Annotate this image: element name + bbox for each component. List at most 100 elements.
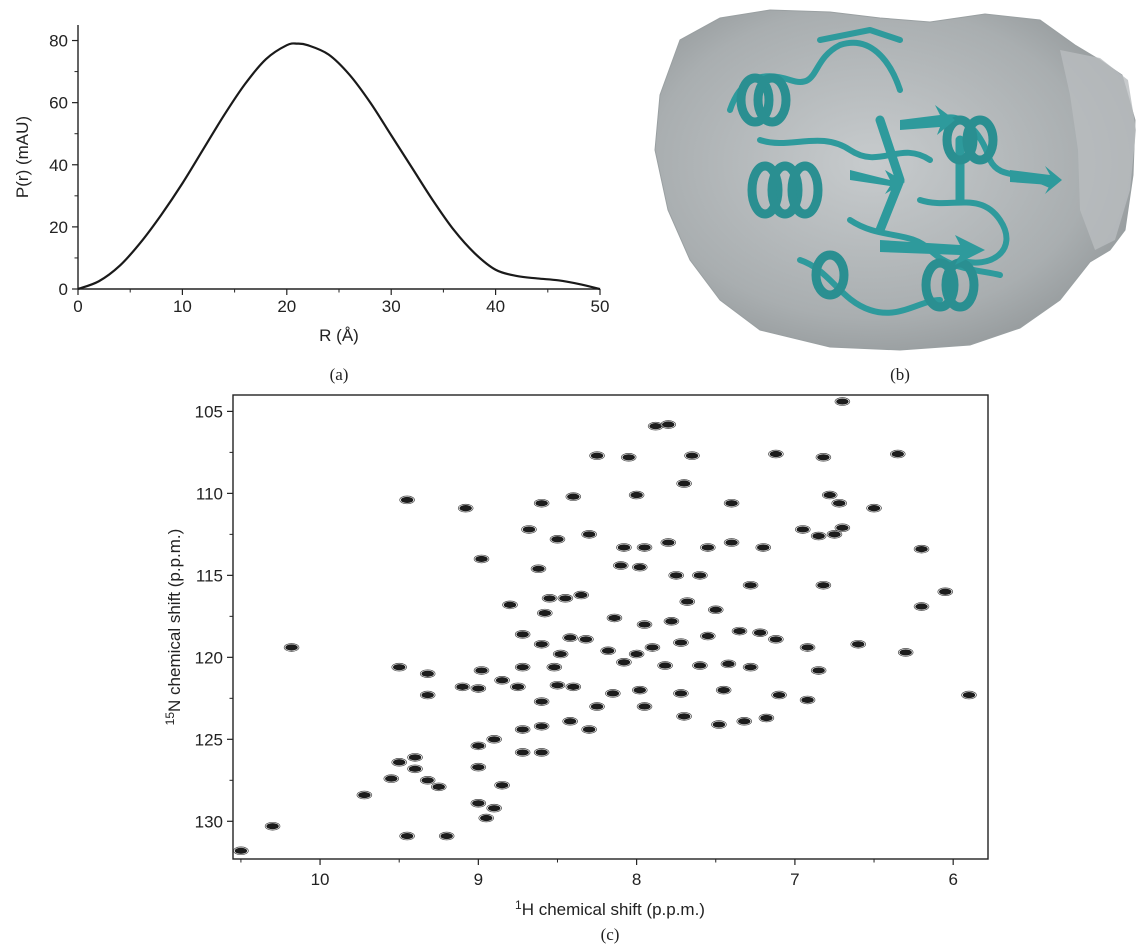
hsqc-peak-core <box>852 641 865 648</box>
hsqc-peak-contour <box>486 735 502 744</box>
hsqc-peak <box>581 725 597 734</box>
hsqc-peak-contour <box>533 498 550 508</box>
hsqc-peak-core <box>575 591 588 599</box>
hsqc-peak-core <box>899 649 912 656</box>
hsqc-peak-core <box>658 662 672 669</box>
hsqc-peak-core <box>614 562 627 569</box>
hsqc-peak <box>700 631 716 641</box>
hsqc-peak <box>711 720 727 729</box>
hsqc-peak-core <box>662 539 675 546</box>
hsqc-peaks <box>233 397 977 856</box>
hsqc-peak-core <box>662 421 675 428</box>
hsqc-peak <box>628 490 645 500</box>
pr-y-tick-label: 40 <box>49 156 68 175</box>
hsqc-peak-core <box>677 480 691 487</box>
hsqc-peak-core <box>962 691 976 699</box>
hsqc-peak-core <box>701 632 715 640</box>
hsqc-peak-core <box>535 500 548 507</box>
hsqc-peak <box>731 626 748 636</box>
hsqc-peak-core <box>516 726 529 733</box>
hsqc-peak-contour <box>283 643 300 652</box>
protein-envelope-image: (b) <box>654 9 1136 384</box>
hsqc-peak <box>679 597 696 606</box>
pr-x-tick-label: 40 <box>486 297 505 316</box>
hsqc-peak-contour <box>470 762 487 772</box>
hsqc-peak <box>600 646 616 656</box>
hsqc-peak-contour <box>676 479 692 488</box>
hsqc-peak-contour <box>742 662 759 672</box>
hsqc-peak-core <box>812 532 825 540</box>
hsqc-peak-core <box>796 526 810 533</box>
hsqc-peak-contour <box>831 498 847 508</box>
hsqc-peak-contour <box>636 702 653 711</box>
hsqc-peak-core <box>459 505 472 512</box>
hsqc-peak-core <box>833 500 846 507</box>
hsqc-peak-contour <box>799 643 816 652</box>
hsqc-peak-contour <box>383 774 400 783</box>
hsqc-peak-core <box>475 667 488 674</box>
hsqc-peak-contour <box>510 682 526 692</box>
hsqc-peak <box>549 680 566 690</box>
hsqc-peak-contour <box>391 662 407 672</box>
hsqc-peak-core <box>693 662 707 669</box>
hsqc-peak-contour <box>742 580 759 590</box>
hsqc-peak <box>557 594 574 603</box>
hsqc-peak-contour <box>810 531 827 541</box>
hsqc-peak-contour <box>752 628 768 637</box>
hsqc-peak-contour <box>616 658 632 667</box>
hsqc-peak-contour <box>470 799 487 808</box>
hsqc-peak-contour <box>606 613 623 623</box>
hsqc-peak <box>562 717 578 726</box>
hsqc-peak-contour <box>715 685 732 695</box>
hsqc-peak <box>660 420 677 429</box>
hsqc-peak <box>533 639 550 649</box>
hsqc-peak <box>533 697 550 706</box>
hsqc-peak <box>897 648 914 657</box>
hsqc-peak-core <box>744 582 757 589</box>
hsqc-peak <box>632 562 648 572</box>
hsqc-peak-core <box>601 647 615 654</box>
hsqc-peak <box>470 799 487 808</box>
hsqc-peak <box>657 661 673 670</box>
hsqc-peak-contour <box>530 564 547 574</box>
hsqc-peak-contour <box>541 594 558 603</box>
hsqc-peak <box>438 831 455 841</box>
hsqc-peak <box>521 525 537 534</box>
hsqc-peak <box>283 643 300 652</box>
hsqc-peak-contour <box>419 669 436 678</box>
hsqc-peak-core <box>516 631 529 638</box>
hsqc-peak-contour <box>470 741 487 751</box>
hsqc-peak-contour <box>700 631 716 641</box>
hsqc-peak-core <box>582 531 596 538</box>
pr-y-tick-label: 0 <box>59 280 68 299</box>
hsqc-peak-contour <box>692 571 708 580</box>
hsqc-peak <box>473 554 490 564</box>
hsqc-peak-contour <box>478 813 494 823</box>
helix-coils <box>736 73 998 312</box>
hsqc-peak-contour <box>692 661 708 670</box>
hsqc-peak-contour <box>755 543 771 552</box>
hsqc-peak-core <box>939 588 952 595</box>
hsqc-peak <box>514 630 531 639</box>
hsqc-peak-core <box>392 759 406 766</box>
hsqc-peak-core <box>234 847 248 854</box>
hsqc-peak-core <box>867 505 881 512</box>
hsqc-peak-contour <box>581 725 597 734</box>
hsqc-peak-contour <box>486 803 502 813</box>
hsqc-peak-contour <box>708 605 724 615</box>
hsqc-peak-contour <box>644 643 661 652</box>
hsqc-peak <box>834 523 851 533</box>
hsqc-peak <box>546 662 563 672</box>
hsqc-peak-core <box>563 718 577 725</box>
hsqc-peak <box>834 397 851 406</box>
hsqc-peak-contour <box>890 449 906 459</box>
hsqc-peak-contour <box>679 597 696 606</box>
hsqc-peak-contour <box>771 690 787 700</box>
hsqc-peak-core <box>891 450 904 458</box>
hsqc-peak <box>478 813 494 823</box>
pr-y-tick-label: 80 <box>49 32 68 51</box>
hsqc-peak-contour <box>562 633 578 642</box>
hsqc-peak <box>663 617 680 626</box>
hsqc-peak-core <box>472 764 485 771</box>
